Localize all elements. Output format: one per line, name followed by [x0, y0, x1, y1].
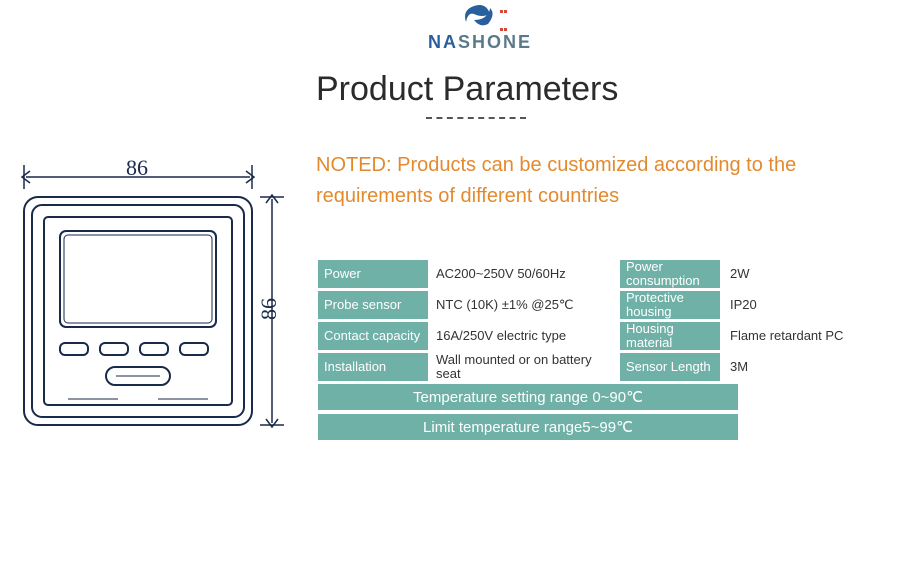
- param-band: Temperature setting range 0~90℃: [318, 384, 738, 410]
- param-label: Protective housing: [620, 291, 720, 319]
- param-value: AC200~250V 50/60Hz: [428, 260, 620, 288]
- param-row: InstallationWall mounted or on battery s…: [318, 353, 878, 381]
- param-label: Power consumption: [620, 260, 720, 288]
- param-row: Contact capacity16A/250V electric typeHo…: [318, 322, 878, 350]
- param-band: Limit temperature range5~99℃: [318, 414, 738, 440]
- page-title: Product Parameters: [316, 70, 618, 109]
- logo-mark: [460, 0, 500, 30]
- brand-name-part1: NA: [428, 32, 458, 52]
- param-value: Wall mounted or on battery seat: [428, 353, 620, 381]
- param-label: Power: [318, 260, 428, 288]
- dim-width: 86: [126, 155, 148, 180]
- param-label: Contact capacity: [318, 322, 428, 350]
- param-label: Housing material: [620, 322, 720, 350]
- noted-text: NOTED: Products can be customized accord…: [316, 150, 876, 212]
- param-value: 3M: [720, 353, 878, 381]
- parameter-table: PowerAC200~250V 50/60HzPower consumption…: [318, 260, 878, 444]
- param-value: Flame retardant PC: [720, 322, 878, 350]
- param-label: Sensor Length: [620, 353, 720, 381]
- param-value: 2W: [720, 260, 878, 288]
- product-dimension-diagram: 86 86: [8, 155, 298, 455]
- param-value: 16A/250V electric type: [428, 322, 620, 350]
- param-row: Probe sensorNTC (10K) ±1% @25℃Protective…: [318, 291, 878, 319]
- brand-name: NASHONE: [380, 32, 580, 53]
- dim-height: 86: [256, 298, 281, 320]
- brand-logo: NASHONE: [380, 0, 580, 53]
- param-value: NTC (10K) ±1% @25℃: [428, 291, 620, 319]
- brand-name-part2: SHONE: [458, 32, 532, 52]
- param-value: IP20: [720, 291, 878, 319]
- param-row: PowerAC200~250V 50/60HzPower consumption…: [318, 260, 878, 288]
- logo-dots: [498, 0, 508, 10]
- param-label: Probe sensor: [318, 291, 428, 319]
- param-label: Installation: [318, 353, 428, 381]
- title-underline: [426, 117, 526, 119]
